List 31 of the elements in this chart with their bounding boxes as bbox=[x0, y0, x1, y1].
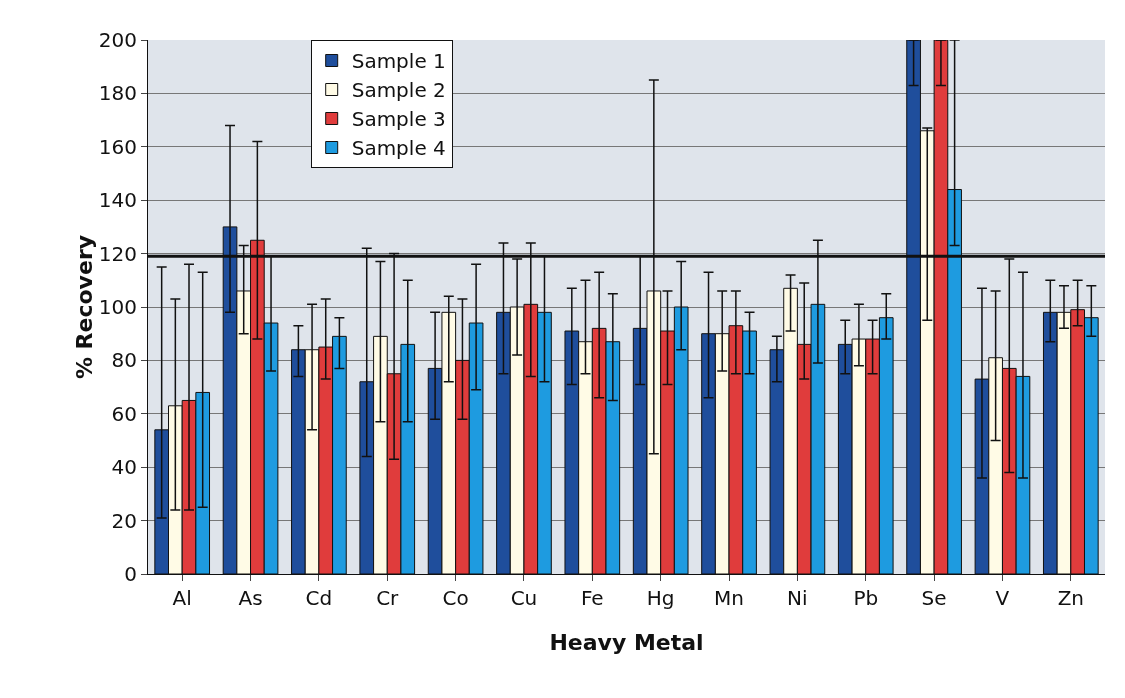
y-tick-label: 0 bbox=[124, 562, 137, 586]
y-tick-label: 200 bbox=[98, 28, 137, 52]
y-tick-label: 140 bbox=[98, 188, 137, 213]
x-tick-label: Zn bbox=[1057, 586, 1085, 610]
x-tick-label: Co bbox=[442, 586, 469, 610]
x-tick-label: Mn bbox=[714, 586, 745, 610]
legend-label: Sample 1 bbox=[351, 49, 446, 74]
y-tick-label: 80 bbox=[111, 348, 137, 373]
y-tick-label: 40 bbox=[111, 455, 137, 480]
y-tick-label: 120 bbox=[98, 241, 137, 266]
y-tick-label: 180 bbox=[98, 81, 137, 106]
x-tick-label: Hg bbox=[646, 586, 675, 610]
y-axis-title: % Recovery bbox=[71, 234, 97, 380]
x-tick-label: Cd bbox=[305, 586, 333, 610]
x-tick-label: Pb bbox=[853, 586, 879, 610]
x-axis-title: Heavy Metal bbox=[549, 630, 704, 655]
x-tick-label: V bbox=[995, 586, 1010, 610]
x-tick-label: Se bbox=[921, 586, 947, 610]
x-tick-label: Cr bbox=[376, 586, 400, 610]
x-tick-label: Al bbox=[172, 586, 192, 610]
x-tick-label: Ni bbox=[787, 586, 808, 610]
y-tick-label: 60 bbox=[111, 401, 137, 426]
legend-label: Sample 3 bbox=[351, 107, 446, 132]
y-tick-label: 100 bbox=[98, 295, 137, 319]
legend-label: Sample 4 bbox=[351, 136, 446, 161]
x-tick-label: Cu bbox=[510, 586, 538, 610]
x-tick-label: As bbox=[238, 586, 263, 610]
legend-label: Sample 2 bbox=[351, 78, 446, 103]
x-tick-label: Fe bbox=[580, 586, 604, 610]
y-tick-label: 20 bbox=[111, 508, 137, 533]
y-tick-label: 160 bbox=[98, 134, 137, 159]
